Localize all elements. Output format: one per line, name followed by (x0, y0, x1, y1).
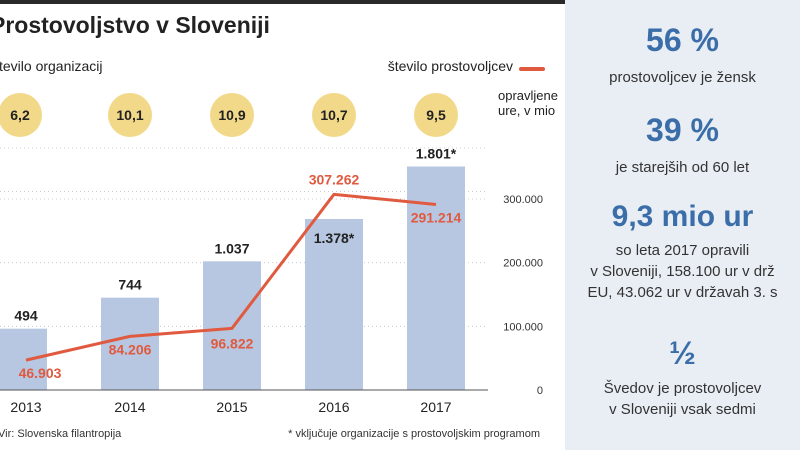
hours-badge-2013: 6,2 (0, 93, 42, 137)
hours-unit-line2: ure, v mio (498, 103, 556, 118)
x-tick-label-2017: 2017 (420, 399, 451, 415)
line-label-2014: 84.206 (109, 341, 152, 357)
legend-line-label: število prostovoljcev (387, 58, 513, 74)
stat-hours-desc-3: EU, 43.062 ur v državah 3. s (587, 284, 778, 301)
bar-2016 (305, 218, 363, 390)
bar-label-2017: 1.801* (416, 145, 457, 161)
bar-2014 (101, 297, 159, 390)
line-label-2015: 96.822 (211, 335, 254, 351)
source-note: Vir: Slovenska filantropija (0, 428, 122, 440)
stat-over60: 39 % je starejših od 60 let (565, 112, 800, 178)
top-rule (0, 0, 565, 4)
right-tick-label-0: 0 (537, 385, 543, 397)
stat-swedes-value: ½ (669, 335, 696, 371)
stat-hours: 9,3 mio ur so leta 2017 opravili v Slove… (565, 200, 800, 303)
stat-hours-value: 9,3 mio ur (611, 200, 754, 233)
stat-swedes: ½ Švedov je prostovoljcev v Sloveniji vs… (565, 335, 800, 420)
x-tick-label-2016: 2016 (318, 399, 349, 415)
x-tick-label-2015: 2015 (216, 399, 247, 415)
legend-line-swatch (519, 67, 545, 71)
legend-bars-label: število organizacij (0, 58, 103, 74)
bar-2017 (407, 166, 465, 390)
stat-women: 56 % prostovoljcev je žensk (565, 22, 800, 88)
stat-over60-value: 39 % (646, 112, 719, 148)
stat-hours-desc-1: so leta 2017 opravili (615, 242, 750, 259)
combo-chart: 494 744 1.037 1.378* 1.801* 46.903 84.206 96.82… (0, 145, 543, 415)
right-tick-label-2: 200.000 (503, 258, 543, 270)
stat-swedes-desc-2: v Sloveniji vsak sedmi (609, 401, 756, 418)
stat-women-desc: prostovoljcev je žensk (609, 69, 756, 86)
chart-title: Prostovoljstvo v Sloveniji (0, 12, 270, 38)
bar-label-2013: 494 (14, 308, 38, 324)
hours-badge-2014: 10,1 (108, 93, 152, 137)
bar-2013 (0, 328, 47, 390)
chart-panel: Prostovoljstvo v Sloveniji število organ… (0, 0, 565, 440)
line-label-2013: 46.903 (19, 365, 62, 381)
x-tick-label-2013: 2013 (10, 399, 41, 415)
line-label-2016: 307.262 (309, 171, 360, 187)
stat-women-value: 56 % (646, 22, 719, 58)
hours-badge-2016: 10,7 (312, 93, 356, 137)
bar-label-2016: 1.378* (314, 230, 355, 246)
right-tick-label-1: 100.000 (503, 321, 543, 333)
bar-label-2014: 744 (118, 277, 142, 293)
right-tick-label-3: 300.000 (503, 194, 543, 206)
hours-badge-2017: 9,5 (414, 93, 458, 137)
stat-swedes-desc-1: Švedov je prostovoljcev (603, 380, 762, 397)
bar-label-2015: 1.037 (214, 240, 249, 256)
bar-2015 (203, 261, 261, 390)
hours-badge-2015: 10,9 (210, 93, 254, 137)
stats-panel: 56 % prostovoljcev je žensk 39 % je star… (565, 0, 800, 450)
x-tick-label-2014: 2014 (114, 399, 145, 415)
footnote: * vključuje organizacije s prostovoljski… (288, 428, 540, 440)
hours-unit-label: opravljene ure, v mio (498, 88, 558, 118)
stat-hours-desc-2: v Sloveniji, 158.100 ur v drž (590, 263, 775, 280)
hours-unit-line1: opravljene (498, 88, 558, 103)
stat-over60-desc: je starejših od 60 let (615, 159, 750, 176)
line-label-2017: 291.214 (411, 210, 462, 226)
line-volunteers (25, 192, 437, 362)
